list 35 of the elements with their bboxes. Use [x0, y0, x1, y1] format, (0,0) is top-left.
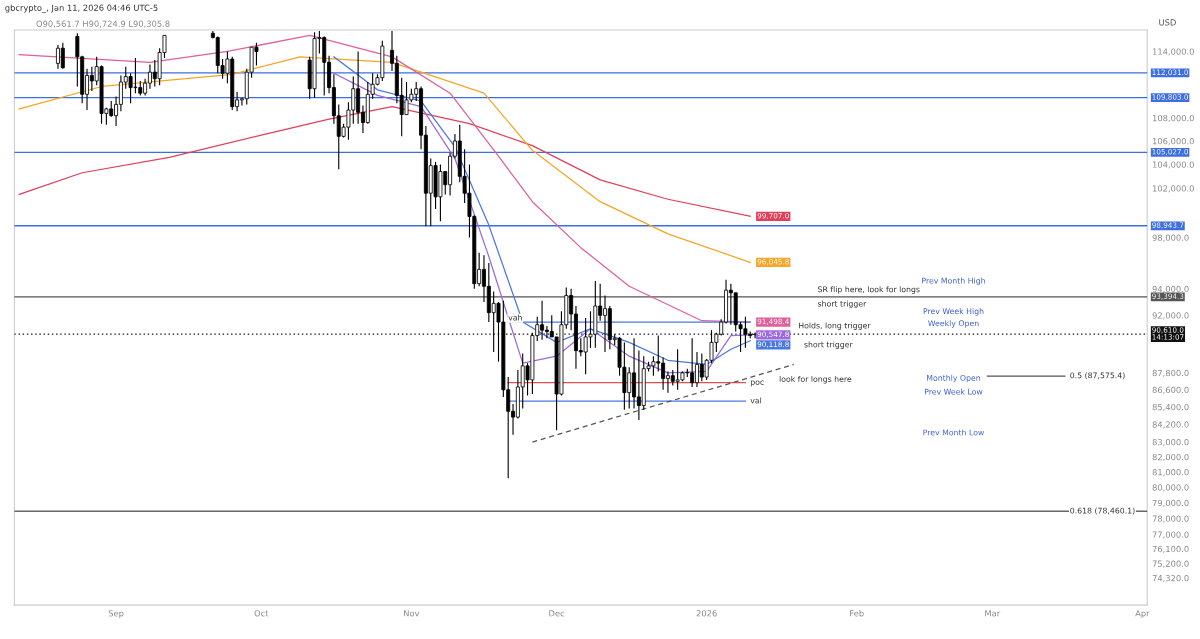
y-tick-label: 108,000.0: [1152, 114, 1194, 123]
y-tick-label: 84,200.0: [1152, 421, 1189, 429]
y-tick-label: 85,400.0: [1152, 403, 1189, 412]
y-tick-label: 78,000.0: [1152, 515, 1189, 523]
text: gbcrypto_, Jan 11, 2026 04:46 UTC-5: [5, 4, 158, 13]
y-tick-label: 94,000.0: [1152, 285, 1189, 293]
x-tick-label: Feb: [850, 609, 864, 617]
y-tick-label: 80,000.0: [1152, 484, 1189, 492]
y-tick-label: 102,000.0: [1152, 185, 1194, 193]
line-series: [18, 106, 751, 217]
y-tick-label: 114,000.0: [1152, 48, 1194, 56]
y-tick-label: 98,000.0: [1152, 234, 1189, 242]
y-tick-label: 79,000.0: [1152, 499, 1189, 507]
x-tick-label: Oct: [254, 610, 269, 617]
y-tick-label: 81,000.0: [1152, 469, 1189, 477]
y-tick-label: 83,000.0: [1152, 439, 1189, 447]
y-tick-label: 77,000.0: [1152, 531, 1189, 539]
y-tick-label: 104,000.0: [1152, 161, 1194, 169]
y-tick-label: 86,600.0: [1152, 386, 1189, 394]
x-tick-label: Mar: [985, 610, 1001, 617]
y-tick-label: 92,000.0: [1152, 312, 1189, 320]
text: O90,561.7 H90,724.9 L90,305.8: [36, 20, 170, 28]
text: USD: [1159, 19, 1176, 26]
y-tick-label: 74,320.0: [1152, 574, 1189, 583]
y-tick-label: 75,200.0: [1152, 560, 1189, 568]
x-tick-label: Sep: [108, 610, 124, 619]
x-tick-label: Apr: [1135, 610, 1150, 619]
y-tick-label: 106,000.0: [1152, 137, 1194, 146]
x-tick-label: 2026: [696, 610, 717, 617]
x-tick-label: Nov: [404, 610, 420, 617]
x-tick-label: Dec: [549, 610, 565, 617]
candlestick: [60, 42, 65, 70]
y-tick-label: 87,800.0: [1152, 369, 1189, 377]
y-tick-label: 76,100.0: [1152, 545, 1189, 554]
y-tick-label: 82,000.0: [1152, 453, 1189, 462]
